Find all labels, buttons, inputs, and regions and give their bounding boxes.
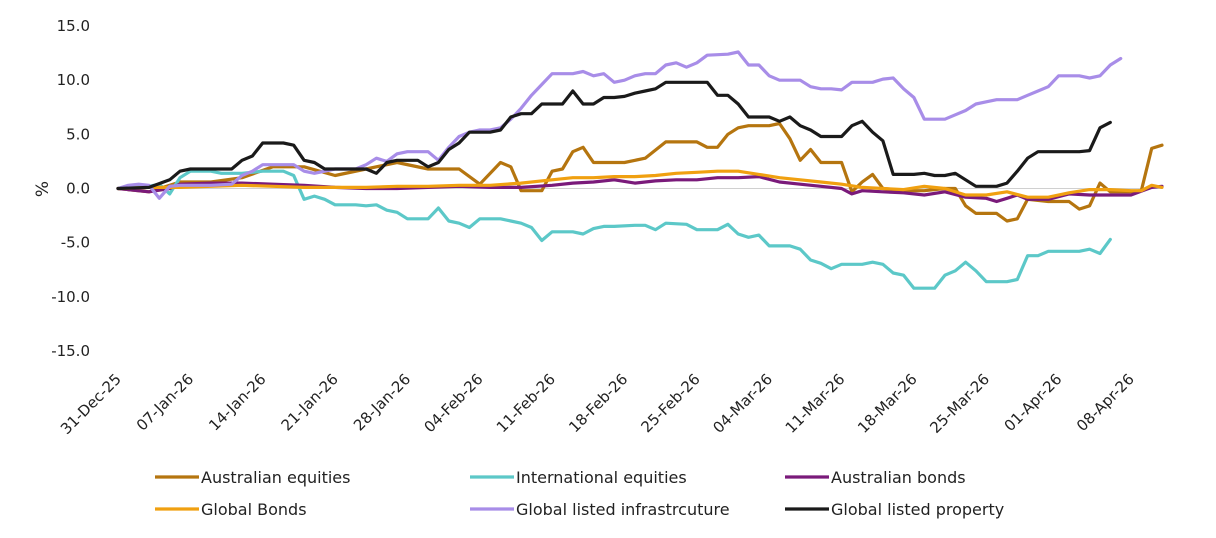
x-tick-label: 04-Feb-26: [420, 370, 486, 436]
x-tick-label: 25-Mar-26: [926, 370, 993, 437]
x-tick-label: 21-Jan-26: [278, 370, 342, 434]
legend-label: Global listed infrastrcuture: [516, 500, 730, 519]
series-line-4: [116, 169, 1164, 199]
y-axis-label: %: [33, 181, 53, 197]
x-axis-ticks: 31-Dec-25 07-Jan-26 14-Jan-26 21-Jan-26 28-J…: [57, 370, 1138, 438]
x-tick-label: 11-Mar-26: [782, 370, 849, 437]
legend-label: Global listed property: [831, 500, 1004, 519]
x-tick-label: 31-Dec-25: [57, 370, 125, 438]
legend: Australian equities International equitie…: [155, 468, 1004, 519]
y-tick-label: 0.0: [66, 180, 90, 198]
series-line-1: [116, 121, 1164, 223]
y-tick-label: -10.0: [51, 288, 90, 306]
series-line-5: [116, 50, 1123, 200]
x-tick-label: 18-Mar-26: [854, 370, 921, 437]
y-tick-label: 10.0: [57, 71, 90, 89]
y-tick-label: -15.0: [51, 342, 90, 360]
legend-label: International equities: [516, 468, 687, 487]
y-tick-label: 15.0: [57, 17, 90, 35]
series-line-2: [116, 169, 1112, 290]
x-tick-label: 04-Mar-26: [709, 370, 776, 437]
y-tick-label: 5.0: [66, 125, 90, 143]
series-lines: [116, 50, 1164, 290]
series-line-6: [116, 80, 1112, 191]
x-tick-label: 11-Feb-26: [493, 370, 559, 436]
x-tick-label: 14-Jan-26: [205, 370, 269, 434]
series-line-3: [116, 175, 1164, 204]
legend-label: Global Bonds: [201, 500, 307, 519]
x-tick-label: 18-Feb-26: [565, 370, 631, 436]
x-tick-label: 28-Jan-26: [350, 370, 414, 434]
x-tick-label: 01-Apr-26: [1001, 370, 1066, 435]
x-tick-label: 07-Jan-26: [133, 370, 197, 434]
x-tick-label: 25-Feb-26: [638, 370, 704, 436]
legend-label: Australian bonds: [831, 468, 966, 487]
y-tick-label: -5.0: [61, 234, 90, 252]
x-tick-label: 08-Apr-26: [1073, 370, 1138, 435]
legend-label: Australian equities: [201, 468, 350, 487]
y-axis-ticks: 15.0 10.0 5.0 0.0 -5.0 -10.0 -15.0: [51, 17, 90, 360]
